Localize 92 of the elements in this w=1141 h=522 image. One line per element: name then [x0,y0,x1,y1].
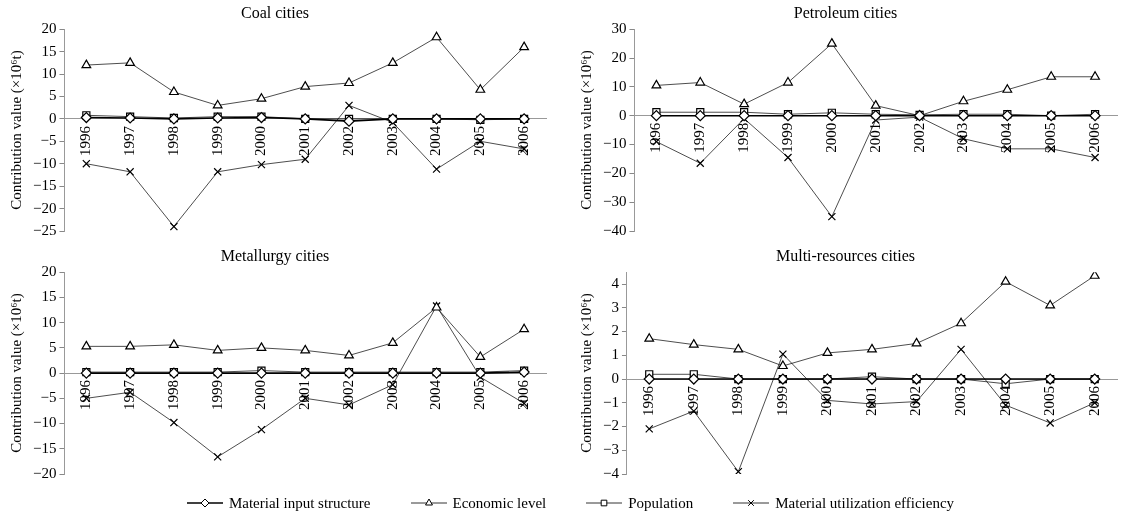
y-tick-label: −20 [32,464,57,481]
x-tick-label: 2001 [862,386,879,417]
x-tick-label: 2003 [383,380,400,411]
x-tick-label: 1999 [208,380,225,411]
y-tick-label: −25 [32,221,57,238]
chart-title: Coal cities [241,3,309,21]
x-tick-label: 1997 [121,379,138,411]
y-tick-label: 5 [48,338,57,355]
y-tick-label: −5 [40,389,57,406]
y-tick-label: 0 [611,369,619,386]
y-tick-label: −20 [32,199,57,216]
y-tick-label: 30 [611,20,627,37]
x-tick-label: 1998 [164,380,181,411]
x-tick-label: 1996 [77,125,94,156]
x-tick-label: 2006 [515,379,532,411]
x-tick-label: 2004 [998,122,1015,153]
y-axis-title: Contribution value (×10⁶t) [577,50,595,210]
y-tick-label: 10 [41,313,57,330]
y-tick-label: 15 [41,288,57,305]
y-tick-label: −15 [32,177,57,194]
x-tick-label: 2006 [1086,122,1102,153]
y-tick-label: −10 [32,154,57,171]
chart-title: Multi-resources cities [775,246,916,264]
x-tick-label: 2003 [954,122,971,153]
x-tick-label: 1998 [729,386,746,417]
y-tick-label: 20 [41,263,57,280]
y-tick-label: 1 [611,346,619,363]
y-tick-label: 10 [611,77,627,94]
x-tick-label: 2001 [296,380,313,411]
x-tick-label: 1998 [735,122,752,153]
x-tick-label: 2002 [910,122,927,153]
y-tick-label: −40 [602,221,627,238]
y-tick-label: −4 [602,464,620,481]
x-tick-label: 1996 [647,122,664,153]
x-tick-label: 2002 [339,380,356,411]
x-tick-label: 1998 [164,125,181,156]
x-tick-label: 2003 [952,386,969,417]
y-tick-label: 15 [41,42,57,59]
y-tick-label: 0 [618,106,627,123]
y-tick-label: −10 [32,414,57,431]
y-tick-label: 0 [48,364,57,381]
chart-title: Metallurgy cities [220,246,330,265]
x-tick-label: 2004 [427,125,444,156]
x-tick-label: 2005 [471,380,488,411]
legend-label: Economic level [452,494,547,512]
x-tick-label: 2003 [383,125,400,156]
y-axis-title: Contribution value (×10⁶t) [7,50,25,210]
y-tick-label: −2 [602,417,619,434]
legend-label: Material utilization efficiency [775,494,955,512]
y-axis-title: Contribution value (×10⁶t) [7,293,25,453]
x-tick-label: 1997 [684,385,701,417]
x-tick-label: 2002 [907,386,924,417]
y-tick-label: 20 [41,20,57,37]
x-tick-label: 2005 [1041,386,1058,417]
y-tick-label: −3 [602,441,619,458]
y-tick-label: 4 [611,275,620,292]
y-tick-label: −15 [32,439,57,456]
x-tick-label: 2006 [1085,385,1102,417]
x-tick-label: 2005 [471,125,488,156]
legend-label: Population [628,494,694,512]
y-tick-label: 0 [48,109,57,126]
y-tick-label: 10 [41,64,57,81]
x-tick-label: 1997 [121,125,138,156]
y-tick-label: 5 [48,87,57,104]
x-tick-label: 2001 [866,122,883,153]
x-tick-label: 2004 [996,385,1013,417]
x-tick-label: 2004 [427,379,444,411]
y-tick-label: −5 [40,132,57,149]
x-tick-label: 2000 [818,386,835,417]
x-tick-label: 1996 [77,379,94,411]
x-tick-label: 2002 [339,125,356,156]
x-tick-label: 2000 [822,122,839,153]
x-tick-label: 2000 [252,125,269,156]
x-tick-label: 2001 [296,125,313,156]
x-tick-label: 2005 [1042,122,1059,153]
y-tick-label: 2 [611,322,619,339]
y-tick-label: 3 [611,298,619,315]
x-tick-label: 2006 [515,125,532,156]
y-tick-label: −20 [602,164,627,181]
x-tick-label: 1996 [640,385,657,417]
y-axis-title: Contribution value (×10⁶t) [577,293,595,453]
x-tick-label: 1999 [778,122,795,153]
y-tick-label: −1 [602,393,619,410]
legend-label: Material input structure [228,494,371,512]
y-tick-label: 20 [611,48,627,65]
x-tick-label: 1999 [773,386,790,417]
x-tick-label: 2000 [252,380,269,411]
chart-title: Petroleum cities [793,3,898,21]
y-tick-label: −10 [602,135,627,152]
y-tick-label: −30 [602,193,627,210]
x-tick-label: 1997 [691,122,708,153]
x-tick-label: 1999 [208,125,225,156]
